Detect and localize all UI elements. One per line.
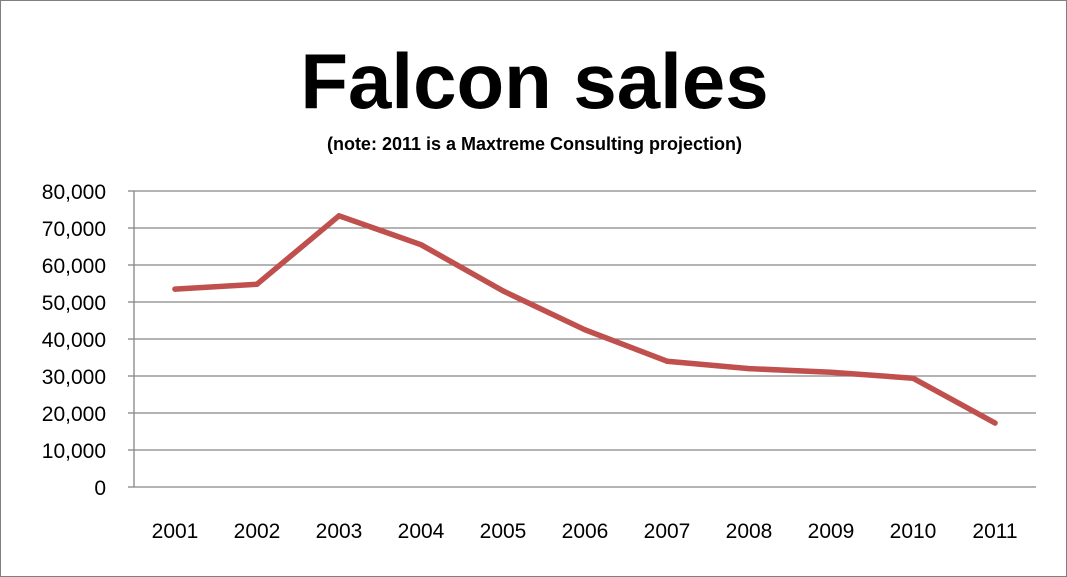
y-tick-label: 60,000: [42, 255, 106, 278]
data-point: [582, 327, 588, 333]
y-tick-label: 70,000: [42, 218, 106, 241]
data-point: [992, 420, 998, 426]
chart-title: Falcon sales: [300, 37, 769, 125]
chart-subtitle: (note: 2011 is a Maxtreme Consulting pro…: [326, 134, 743, 154]
x-tick-label: 2002: [234, 520, 281, 543]
x-tick-label: 2005: [480, 520, 527, 543]
x-tick-label: 2011: [972, 520, 1017, 543]
y-tick-label: 50,000: [42, 292, 106, 315]
x-tick-label: 2003: [316, 520, 363, 543]
y-axis-tick-labels: 0 10,000 20,000 30,000 40,000 50,000 60,000 70,…: [42, 181, 106, 500]
data-point: [910, 375, 916, 381]
x-tick-label: 2004: [398, 520, 445, 543]
gridlines: [128, 190, 1036, 488]
x-tick-label: 2010: [890, 520, 937, 543]
x-tick-label: 2001: [152, 520, 199, 543]
y-tick-label: 30,000: [42, 366, 106, 389]
y-tick-label: 10,000: [42, 440, 106, 463]
data-point: [500, 288, 506, 294]
data-point: [172, 286, 178, 292]
y-tick-label: 0: [94, 477, 106, 500]
y-tick-label: 40,000: [42, 329, 106, 352]
x-tick-label: 2007: [644, 520, 691, 543]
y-tick-label: 20,000: [42, 403, 106, 426]
x-tick-label: 2009: [808, 520, 855, 543]
data-point: [746, 365, 752, 372]
data-point: [664, 358, 670, 364]
data-point: [336, 213, 342, 219]
series-layer: [172, 213, 998, 426]
y-tick-label: 80,000: [42, 181, 106, 204]
x-axis-tick-labels: 2001 2002 2003 2004 2005 2006 2007 2008 2009 2010…: [152, 520, 1018, 543]
series-line: [172, 213, 998, 426]
x-tick-label: 2008: [726, 520, 773, 543]
data-point: [254, 281, 260, 287]
data-point: [418, 241, 424, 248]
x-tick-label: 2006: [562, 520, 609, 543]
data-point: [828, 369, 834, 375]
